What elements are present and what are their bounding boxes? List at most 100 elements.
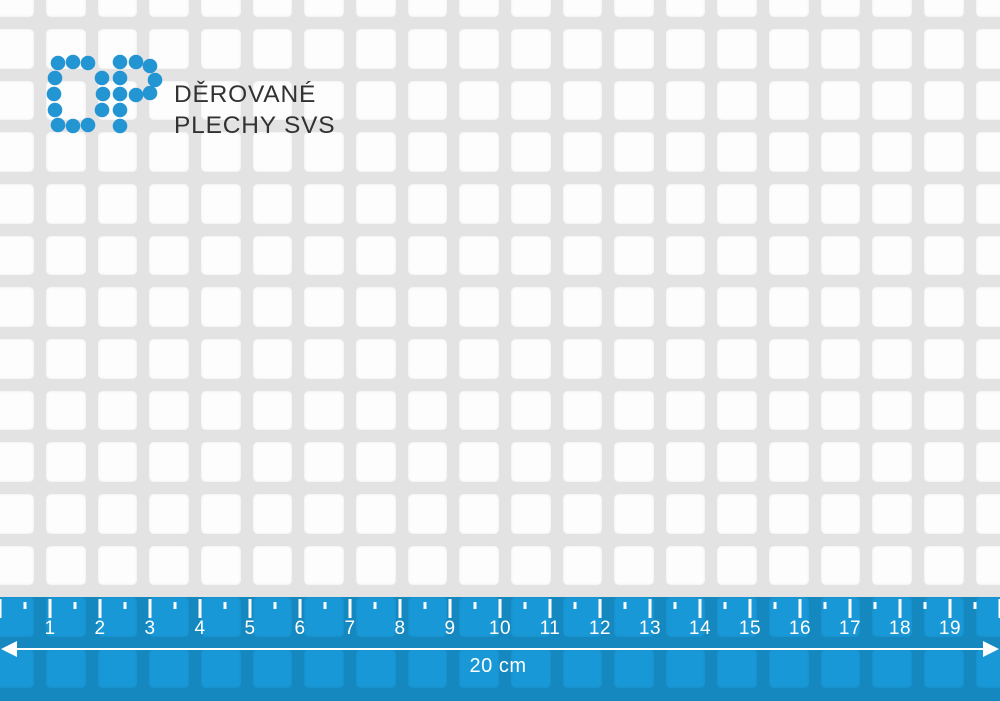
ruler-number: 15	[738, 618, 762, 639]
sheet-hole	[924, 442, 964, 482]
sheet-hole	[304, 29, 344, 69]
ruler-minor-tick	[223, 602, 227, 609]
ruler-major-tick	[748, 599, 752, 618]
sheet-hole	[614, 338, 654, 379]
sheet-hole	[665, 132, 706, 172]
sheet-hole	[820, 338, 861, 379]
ruler-minor-tick	[73, 602, 77, 609]
sheet-hole	[562, 0, 603, 18]
sheet-hole	[46, 0, 86, 18]
sheet-hole	[717, 29, 758, 69]
sheet-hole	[562, 183, 603, 224]
sheet-hole	[252, 183, 293, 224]
ruler-major-tick	[648, 599, 652, 618]
sheet-hole	[407, 0, 448, 18]
sheet-hole	[304, 338, 344, 379]
sheet-hole	[0, 29, 35, 69]
ruler-major-tick	[598, 599, 602, 618]
sheet-hole	[975, 80, 1000, 121]
sheet-hole	[975, 493, 1000, 534]
sheet-hole	[407, 29, 448, 69]
sheet-hole	[614, 0, 654, 18]
sheet-hole	[665, 545, 706, 586]
sheet-hole	[872, 493, 913, 534]
sheet-hole	[304, 183, 344, 224]
sheet-hole	[407, 132, 448, 172]
sheet-hole	[562, 287, 603, 327]
sheet-hole	[149, 0, 189, 18]
dp-dot-matrix-logo-icon	[46, 54, 163, 134]
sheet-hole	[200, 493, 241, 534]
sheet-hole	[924, 80, 964, 121]
sheet-hole	[872, 80, 913, 121]
sheet-hole	[562, 493, 603, 534]
sheet-hole	[97, 390, 138, 431]
sheet-hole	[872, 235, 913, 276]
arrow-right-icon	[983, 640, 999, 657]
sheet-hole	[562, 132, 603, 172]
sheet-hole	[924, 183, 964, 224]
sheet-hole	[459, 80, 499, 121]
ruler-minor-tick	[523, 602, 527, 609]
sheet-hole	[355, 287, 396, 327]
sheet-hole	[97, 0, 138, 18]
sheet-hole	[200, 132, 241, 172]
sheet-hole	[872, 287, 913, 327]
sheet-hole	[0, 183, 35, 224]
sheet-hole	[355, 80, 396, 121]
sheet-hole	[0, 338, 35, 379]
sheet-hole	[304, 287, 344, 327]
sheet-hole	[975, 0, 1000, 18]
sheet-hole	[820, 235, 861, 276]
brand-wordmark: DĚROVANÉ PLECHY SVS	[174, 80, 335, 141]
ruler-total-label: 20 cm	[469, 655, 527, 677]
sheet-hole	[355, 493, 396, 534]
sheet-hole	[717, 493, 758, 534]
sheet-hole	[200, 235, 241, 276]
ruler-major-tick	[498, 599, 502, 618]
ruler-major-tick	[298, 599, 302, 618]
sheet-hole	[872, 545, 913, 586]
sheet-hole	[355, 0, 396, 18]
ruler-number: 9	[444, 618, 456, 639]
ruler-minor-tick	[323, 602, 327, 609]
sheet-hole	[46, 390, 86, 431]
ruler-major-tick	[198, 599, 202, 618]
sheet-hole	[252, 80, 293, 121]
sheet-hole	[407, 390, 448, 431]
sheet-hole	[510, 493, 551, 534]
arrow-left-icon	[1, 640, 17, 657]
sheet-hole	[614, 493, 654, 534]
ruler-minor-tick	[923, 602, 927, 609]
sheet-hole	[769, 132, 809, 172]
sheet-hole	[769, 29, 809, 69]
ruler-major-tick	[0, 599, 2, 618]
ruler-number: 17	[838, 618, 862, 639]
ruler-number: 1	[44, 618, 56, 639]
sheet-hole	[975, 338, 1000, 379]
sheet-hole	[149, 235, 189, 276]
sheet-hole	[924, 493, 964, 534]
sheet-hole	[304, 442, 344, 482]
sheet-hole	[820, 493, 861, 534]
sheet-hole	[510, 0, 551, 18]
sheet-hole	[665, 235, 706, 276]
sheet-hole	[459, 390, 499, 431]
sheet-hole	[355, 442, 396, 482]
sheet-hole	[459, 235, 499, 276]
sheet-hole	[975, 545, 1000, 586]
sheet-hole	[200, 29, 241, 69]
sheet-hole	[665, 0, 706, 18]
sheet-hole	[562, 390, 603, 431]
ruler-minor-tick	[123, 602, 127, 609]
sheet-hole	[200, 442, 241, 482]
sheet-hole	[924, 132, 964, 172]
sheet-hole	[717, 390, 758, 431]
sheet-hole	[46, 235, 86, 276]
sheet-hole	[149, 442, 189, 482]
sheet-hole	[304, 132, 344, 172]
sheet-hole	[562, 442, 603, 482]
sheet-hole	[924, 287, 964, 327]
dimension-arrow-line	[10, 647, 990, 651]
sheet-hole	[459, 442, 499, 482]
